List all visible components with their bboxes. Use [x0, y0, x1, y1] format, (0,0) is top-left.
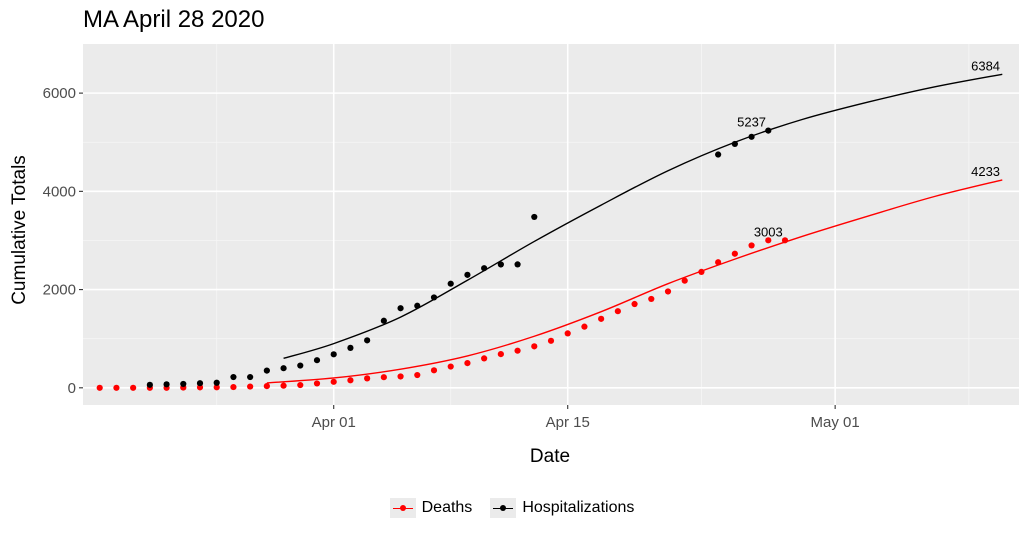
point-hospitalizations [765, 127, 772, 134]
point-hospitalizations [313, 357, 321, 364]
point-deaths [263, 382, 270, 390]
legend-item-deaths: Deaths [389, 498, 473, 518]
point-deaths [698, 268, 705, 275]
legend-item-hospitalizations: Hospitalizations [490, 498, 634, 518]
fit-layer [266, 73, 1003, 384]
x-tick-label: Apr 01 [312, 414, 356, 431]
point-deaths [447, 363, 454, 370]
legend-label-hospitalizations: Hospitalizations [522, 499, 635, 516]
point-deaths [280, 382, 287, 389]
point-hospitalizations [180, 380, 187, 388]
y-tick-label: 0 [68, 380, 76, 397]
plot-panel [83, 44, 1019, 405]
point-deaths [731, 250, 738, 257]
point-deaths [481, 355, 488, 362]
point-hospitalizations [464, 271, 471, 278]
y-axis-title: Cumulative Totals [9, 155, 30, 305]
legend-key-hospitalizations [490, 498, 517, 518]
legend: Deaths Hospitalizations [0, 498, 1024, 518]
point-deaths [414, 371, 421, 379]
point-deaths [514, 347, 521, 354]
point-deaths [564, 330, 571, 337]
point-hospitalizations [263, 367, 270, 374]
point-hospitalizations [380, 317, 387, 324]
point-layer [96, 127, 789, 391]
fit-line-hospitalizations [283, 73, 1003, 360]
legend-key-deaths [389, 498, 416, 518]
point-hospitalizations [397, 305, 404, 312]
point-hospitalizations [146, 381, 153, 388]
point-deaths [347, 377, 354, 384]
point-hospitalizations [247, 373, 254, 381]
point-deaths [664, 288, 672, 295]
point-deaths [247, 383, 254, 390]
value-label-hospitalizations: 6384 [971, 58, 1000, 73]
point-deaths [531, 343, 538, 350]
point-deaths [364, 375, 371, 382]
point-deaths [330, 378, 337, 385]
point-hospitalizations [731, 140, 738, 148]
legend-label-deaths: Deaths [421, 499, 473, 516]
tick-layer: 0 2000 4000 6000 Apr 01 Apr 15 May 01 [43, 85, 860, 431]
value-label-deaths: 4233 [971, 164, 1000, 179]
point-hospitalizations [414, 302, 421, 309]
point-deaths [464, 360, 471, 367]
point-deaths [581, 323, 588, 330]
point-hospitalizations [230, 373, 237, 381]
point-hospitalizations [196, 380, 204, 387]
point-deaths [230, 383, 237, 391]
point-hospitalizations [531, 213, 538, 221]
y-tick-label: 4000 [43, 183, 76, 200]
point-deaths [648, 295, 655, 303]
point-deaths [113, 384, 120, 391]
point-deaths [497, 351, 504, 358]
point-hospitalizations [481, 265, 488, 272]
point-deaths [715, 259, 722, 266]
point-hospitalizations [430, 294, 438, 301]
point-hospitalizations [347, 344, 354, 351]
x-tick-label: May 01 [811, 414, 860, 431]
x-axis-title: Date [530, 446, 570, 467]
point-hospitalizations [715, 151, 722, 158]
point-deaths [213, 384, 220, 391]
point-deaths [598, 315, 605, 322]
point-deaths [547, 337, 555, 344]
point-hospitalizations [447, 280, 454, 287]
point-deaths [313, 380, 321, 387]
chart-title: MA April 28 2020 [83, 6, 265, 33]
point-hospitalizations [330, 351, 337, 358]
point-hospitalizations [748, 133, 755, 140]
point-deaths [130, 384, 137, 391]
value-label-hospitalizations: 5237 [737, 115, 766, 130]
point-deaths [96, 384, 103, 391]
point-hospitalizations [213, 379, 220, 386]
grid-layer [83, 44, 1019, 405]
label-layer: 3003 4233 5237 6384 [737, 58, 1000, 239]
point-deaths [380, 374, 387, 381]
point-hospitalizations [297, 362, 304, 369]
y-tick-label: 6000 [43, 85, 76, 102]
point-deaths [631, 300, 638, 308]
point-deaths [614, 308, 621, 315]
point-hospitalizations [364, 337, 371, 344]
value-label-deaths: 3003 [754, 224, 783, 239]
x-tick-label: Apr 15 [546, 414, 590, 431]
point-hospitalizations [497, 261, 504, 268]
point-deaths [397, 373, 404, 380]
point-deaths [430, 367, 438, 374]
point-hospitalizations [280, 365, 287, 372]
point-hospitalizations [514, 261, 521, 268]
point-deaths [748, 242, 755, 249]
point-hospitalizations [163, 381, 170, 388]
point-deaths [781, 237, 789, 244]
point-deaths [681, 277, 688, 284]
point-deaths [765, 237, 772, 244]
point-deaths [297, 381, 304, 389]
fit-line-deaths [266, 179, 1003, 384]
y-tick-label: 2000 [43, 282, 76, 299]
